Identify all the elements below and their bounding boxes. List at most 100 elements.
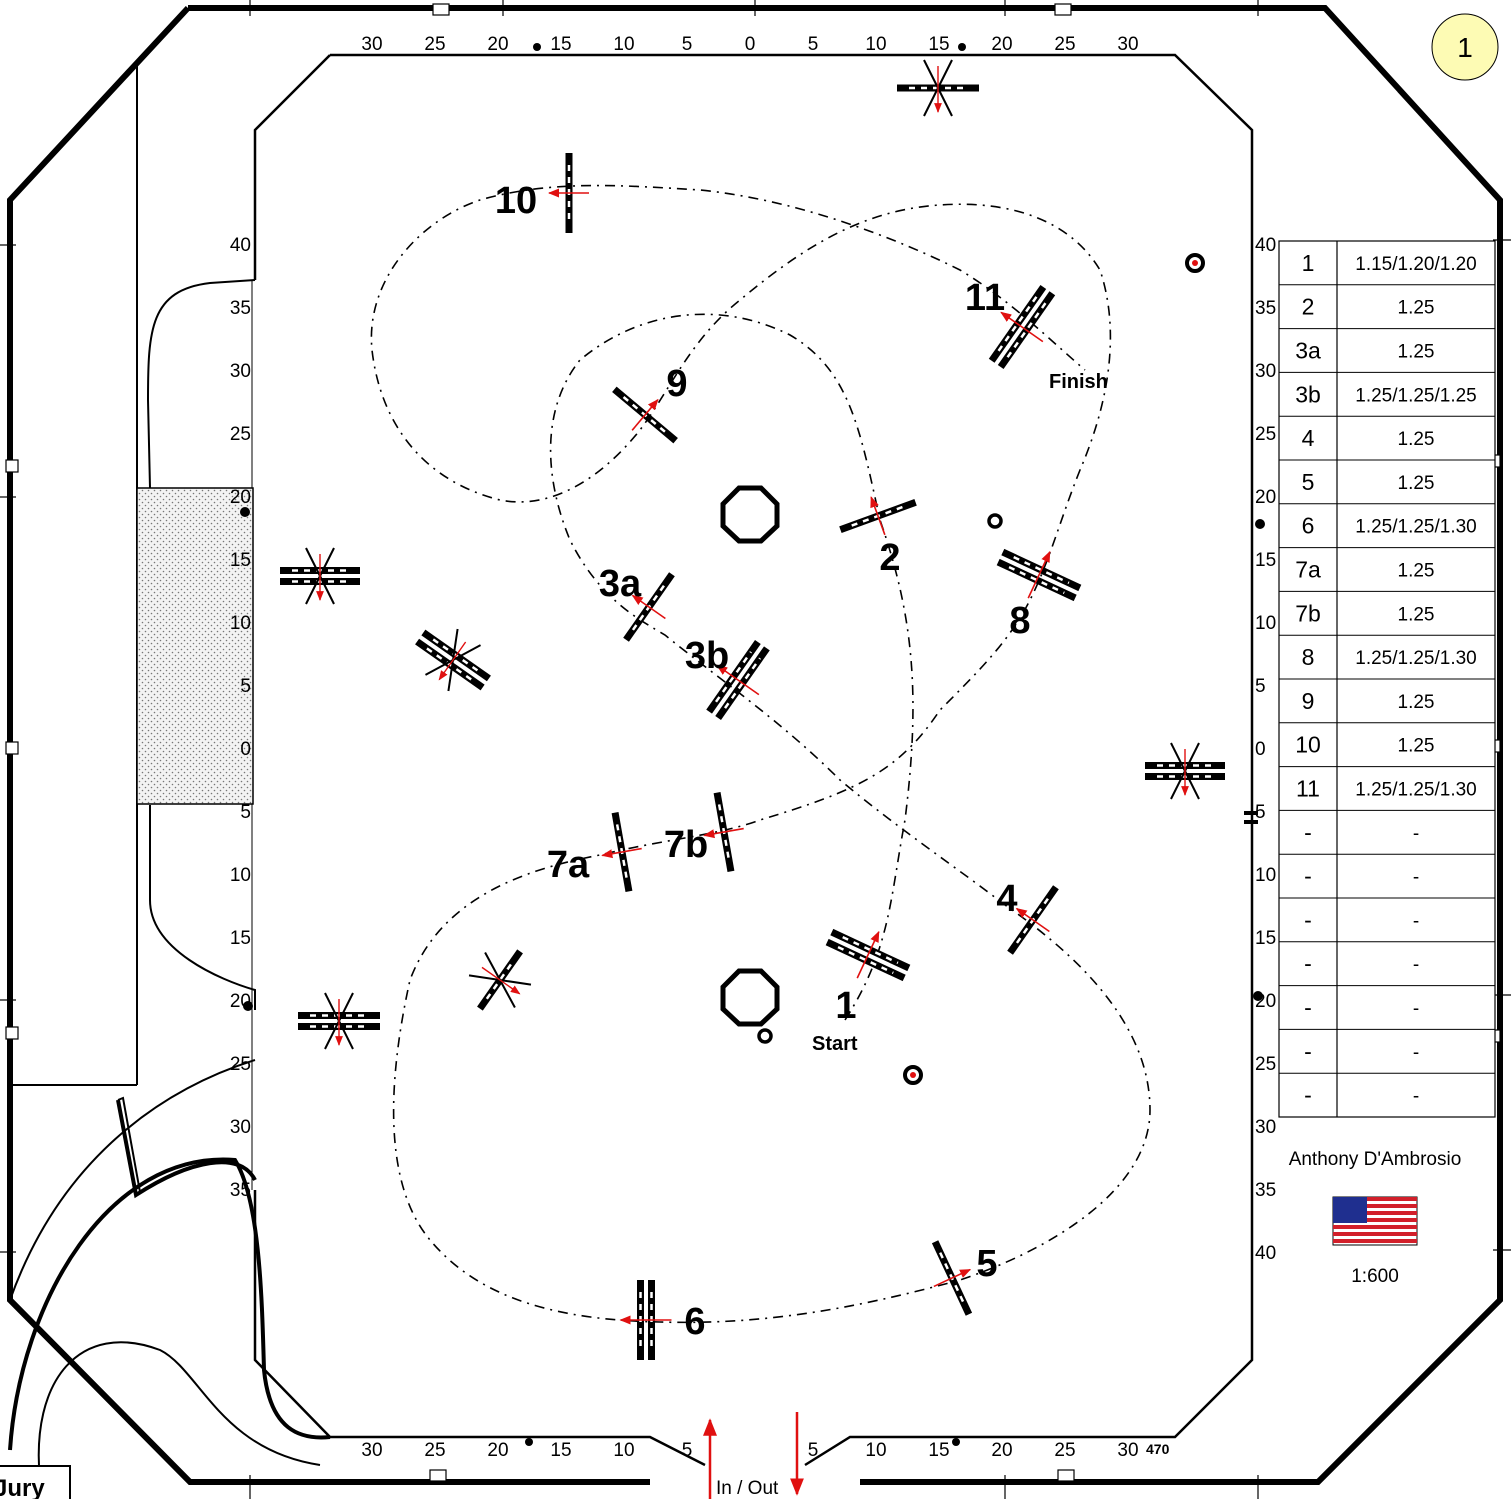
table-obstacle-cell: - bbox=[1304, 863, 1312, 889]
right-axis-tick: 5 bbox=[1255, 802, 1266, 823]
right-axis-tick: 30 bbox=[1255, 361, 1276, 382]
right-axis-tick: 25 bbox=[1255, 424, 1276, 445]
table-height-cell: - bbox=[1413, 955, 1419, 976]
top-axis-tick: 5 bbox=[682, 34, 693, 55]
table-obstacle-cell: - bbox=[1304, 819, 1312, 845]
jump-11[interactable] bbox=[975, 276, 1068, 379]
right-axis-tick: 35 bbox=[1255, 298, 1276, 319]
left-axis-tick: 5 bbox=[240, 676, 251, 697]
left-axis-tick: 10 bbox=[230, 613, 251, 634]
side-obstacle-right bbox=[1145, 742, 1225, 800]
table-obstacle-cell: 4 bbox=[1302, 425, 1315, 451]
table-height-cell: 1.25/1.25/1.30 bbox=[1355, 648, 1477, 669]
usa-flag-icon bbox=[1332, 1196, 1418, 1246]
table-obstacle-cell: - bbox=[1304, 951, 1312, 977]
left-axis-tick: 5 bbox=[240, 802, 251, 823]
arena-code: 470 bbox=[1146, 1441, 1170, 1457]
right-axis-tick: 25 bbox=[1255, 1054, 1276, 1075]
designer-name: Anthony D'Ambrosio bbox=[1289, 1149, 1462, 1170]
left-axis-tick: 15 bbox=[230, 928, 251, 949]
table-obstacle-cell: - bbox=[1304, 1038, 1312, 1064]
jump-6[interactable] bbox=[619, 1280, 672, 1360]
bottom-axis-tick: 15 bbox=[928, 1440, 949, 1461]
right-axis-tick: 10 bbox=[1255, 865, 1276, 886]
left-axis-tick: 25 bbox=[230, 1054, 251, 1075]
jump-1[interactable] bbox=[819, 914, 918, 996]
octagon-obstacles bbox=[720, 485, 780, 1027]
right-axis-tick: 15 bbox=[1255, 928, 1276, 949]
left-axis-tick: 35 bbox=[230, 1180, 251, 1201]
right-axis-tick: 35 bbox=[1255, 1180, 1276, 1201]
table-obstacle-cell: 11 bbox=[1296, 776, 1320, 802]
jump-8[interactable] bbox=[990, 534, 1089, 616]
octagon-obstacle-top bbox=[720, 485, 780, 544]
jump-4[interactable] bbox=[994, 876, 1073, 964]
bottom-axis-tick: 30 bbox=[361, 1440, 382, 1461]
bottom-axis-tick: 30 bbox=[1117, 1440, 1138, 1461]
inner-arena-fence-left bbox=[253, 54, 331, 280]
table-height-cell: 1.25 bbox=[1398, 692, 1435, 713]
bottom-axis-tick: 20 bbox=[991, 1440, 1012, 1461]
side-obstacle-left-4 bbox=[298, 992, 380, 1050]
left-axis-tick: 30 bbox=[230, 361, 251, 382]
bottom-axis-tick: 10 bbox=[613, 1440, 634, 1461]
table-obstacle-cell: - bbox=[1304, 1082, 1312, 1108]
start-label: Start bbox=[812, 1033, 858, 1055]
course-markers bbox=[240, 43, 1265, 1446]
table-height-cell: 1.25 bbox=[1398, 342, 1435, 363]
table-obstacle-cell: 2 bbox=[1302, 294, 1315, 320]
in-out-gate[interactable]: In / Out bbox=[703, 1412, 804, 1499]
top-axis-tick: 20 bbox=[991, 34, 1012, 55]
warmup-sand-area bbox=[136, 487, 254, 805]
jump-label-9: 9 bbox=[666, 363, 687, 405]
jump-10[interactable] bbox=[547, 153, 589, 233]
top-axis-tick: 30 bbox=[361, 34, 382, 55]
table-obstacle-cell: 1 bbox=[1302, 250, 1315, 276]
jump-label-8: 8 bbox=[1009, 600, 1030, 642]
jump-7b[interactable] bbox=[697, 789, 750, 875]
left-axis-tick: 20 bbox=[230, 487, 251, 508]
top-axis-tick: 15 bbox=[928, 34, 949, 55]
right-axis-tick: 15 bbox=[1255, 550, 1276, 571]
jump-label-6: 6 bbox=[684, 1301, 705, 1343]
top-axis-tick: 5 bbox=[808, 34, 819, 55]
table-height-cell: - bbox=[1413, 999, 1419, 1020]
side-obstacle-left-1 bbox=[280, 547, 360, 605]
top-axis-tick: 10 bbox=[613, 34, 634, 55]
jump-label-3a: 3a bbox=[599, 563, 642, 605]
top-axis-tick: 15 bbox=[550, 34, 571, 55]
jump-3b[interactable] bbox=[693, 631, 784, 730]
side-obstacle-top bbox=[897, 59, 979, 117]
right-axis-tick: 20 bbox=[1255, 487, 1276, 508]
table-obstacle-cell: 5 bbox=[1302, 469, 1315, 495]
table-obstacle-cell: 3b bbox=[1295, 381, 1321, 407]
jump-2[interactable] bbox=[834, 484, 923, 549]
jump-label-2: 2 bbox=[879, 537, 900, 579]
table-obstacle-cell: 7b bbox=[1295, 600, 1321, 626]
inner-arena-fence bbox=[253, 53, 1254, 1467]
table-obstacle-cell: - bbox=[1304, 907, 1312, 933]
heights-table: 1 1.15/1.20/1.20 2 1.25 3a 1.25 3b 1.25/1.25/1.… bbox=[1278, 240, 1496, 1118]
jump-7a[interactable] bbox=[595, 809, 648, 895]
jump-3a[interactable] bbox=[610, 563, 689, 651]
jump-label-7a: 7a bbox=[547, 844, 590, 886]
top-axis-tick: 20 bbox=[487, 34, 508, 55]
jump-label-4: 4 bbox=[996, 878, 1017, 920]
left-axis-tick: 40 bbox=[230, 235, 251, 256]
scale-label: 1:600 bbox=[1351, 1266, 1399, 1287]
table-obstacle-cell: 10 bbox=[1295, 732, 1321, 758]
left-axis-tick: 25 bbox=[230, 424, 251, 445]
table-height-cell: 1.25/1.25/1.30 bbox=[1355, 517, 1477, 538]
bottom-axis-tick: 10 bbox=[865, 1440, 886, 1461]
course-route bbox=[370, 184, 1151, 1324]
bottom-axis-tick: 5 bbox=[808, 1440, 819, 1461]
table-height-cell: 1.25/1.25/1.30 bbox=[1355, 780, 1477, 801]
jump-5[interactable] bbox=[917, 1233, 987, 1322]
table-obstacle-cell: 9 bbox=[1302, 688, 1315, 714]
jump-9[interactable] bbox=[602, 374, 689, 456]
top-axis-tick: 30 bbox=[1117, 34, 1138, 55]
jump-label-1: 1 bbox=[835, 985, 856, 1027]
top-axis-tick: 25 bbox=[1054, 34, 1075, 55]
